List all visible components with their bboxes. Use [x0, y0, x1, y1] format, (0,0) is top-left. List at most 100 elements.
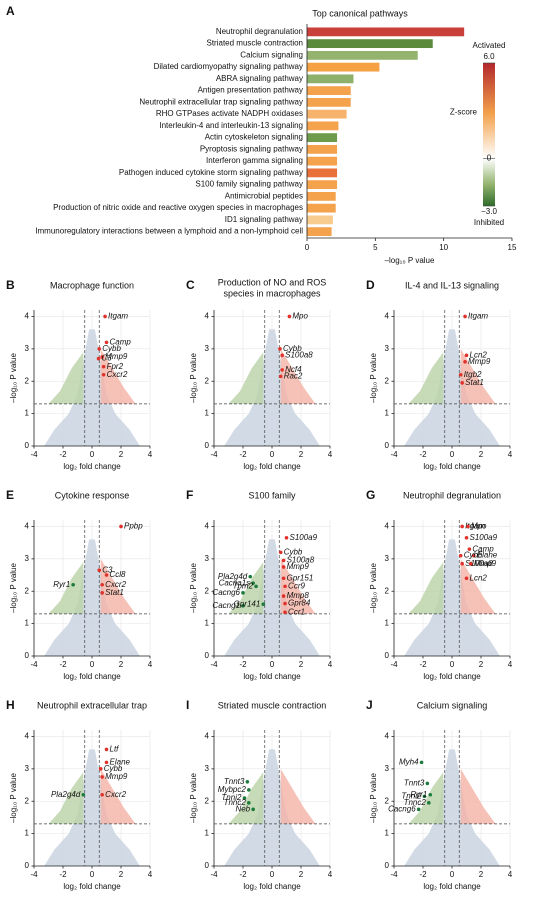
gene-label: Tnni2 [221, 793, 242, 802]
category-label: Interleukin-4 and interleukin-13 signali… [159, 121, 303, 130]
y-tick-label: 3 [25, 344, 30, 353]
bar [307, 121, 339, 131]
y-tick-label: 4 [25, 312, 30, 321]
x-tick-label: 0 [450, 660, 455, 669]
y-tick-label: 0 [25, 861, 30, 870]
y-tick-label: 1 [205, 619, 210, 628]
gene-point [281, 558, 286, 563]
panel-label: J [366, 698, 373, 712]
x-tick-label: 2 [299, 450, 304, 459]
gene-point [119, 524, 123, 529]
gene-label: Mmp8 [287, 591, 310, 600]
gene-point [278, 347, 282, 351]
gene-point [458, 372, 463, 377]
bar [307, 203, 336, 213]
gene-point [428, 792, 433, 797]
x-tick-label: -2 [239, 450, 247, 459]
gene-point [287, 314, 292, 319]
gene-point [248, 574, 253, 579]
gene-point [242, 796, 247, 800]
gene-label: Cxcr2 [105, 580, 126, 589]
x-tick-label: 0 [450, 870, 455, 879]
y-tick-label: 3 [205, 344, 210, 353]
gene-label: Pla2g4d [51, 790, 81, 799]
bar [307, 97, 351, 107]
bar [307, 27, 465, 37]
bar [307, 62, 380, 72]
x-tick-label: 4 [148, 660, 153, 669]
x-tick-label: -4 [210, 660, 218, 669]
gene-label: Camp [110, 337, 132, 346]
point-cloud [224, 749, 320, 866]
category-label: Pathogen induced cytokine storm signalin… [119, 168, 303, 177]
panel-label: C [186, 278, 195, 292]
colorbar-title: Z-score [450, 108, 478, 117]
x-tick-label: -4 [210, 450, 218, 459]
gene-label: Mmp9 [287, 562, 310, 571]
y-tick-label: 2 [25, 796, 30, 805]
gene-label: Ncf4 [285, 365, 302, 374]
y-tick-label: 1 [205, 829, 210, 838]
gene-point [245, 780, 250, 784]
gene-point [281, 594, 286, 598]
y-tick-label: 0 [385, 861, 390, 870]
gene-label: Elane [110, 757, 131, 766]
down-cloud [408, 562, 444, 614]
y-axis-label: –log₁₀ P value [189, 772, 198, 822]
y-tick-label: 2 [25, 586, 30, 595]
gene-point [283, 601, 287, 606]
point-cloud [224, 329, 320, 446]
gene-point [100, 775, 104, 779]
colorbar-tick-label: 0 [487, 153, 492, 162]
x-tick-label: 2 [119, 660, 124, 669]
bar [307, 215, 333, 225]
bar [307, 144, 338, 154]
x-tick-label: 2 [479, 450, 484, 459]
gene-label: Tnnc2 [224, 798, 247, 807]
gene-point [278, 550, 283, 555]
x-tick-label: -4 [210, 870, 218, 879]
x-tick-label: 15 [508, 243, 517, 252]
gene-label: Tpm2 [233, 581, 254, 590]
panel-label: H [6, 698, 15, 712]
gene-point [280, 353, 284, 358]
category-label: Dilated cardiomyopathy signaling pathway [154, 62, 303, 71]
colorbar-tick-label: 6.0 [483, 52, 495, 61]
y-tick-label: 2 [385, 376, 390, 385]
x-tick-label: 0 [90, 660, 95, 669]
gene-label: Mmp9 [468, 357, 491, 366]
gene-point [464, 576, 469, 581]
gene-label: C3 [102, 565, 113, 574]
category-label: S100 family signaling pathway [195, 180, 303, 189]
x-tick-label: -2 [59, 660, 67, 669]
down-cloud [48, 562, 84, 614]
x-tick-label: 0 [270, 660, 275, 669]
bar [307, 191, 336, 201]
up-cloud [280, 348, 316, 404]
chart-title: species in macrophages [223, 288, 321, 298]
category-label: Actin cytoskeleton signaling [205, 133, 303, 142]
y-tick-label: 1 [385, 619, 390, 628]
x-tick-label: -2 [239, 870, 247, 879]
y-tick-label: 2 [205, 796, 210, 805]
point-cloud [404, 749, 500, 866]
x-tick-label: 0 [305, 243, 310, 252]
category-label: Interferon gamma signaling [206, 156, 303, 165]
x-tick-label: -4 [30, 450, 38, 459]
y-tick-label: 0 [205, 651, 210, 660]
gene-point [100, 582, 104, 587]
gene-point [471, 553, 476, 558]
x-tick-label: -2 [419, 450, 427, 459]
bar [307, 156, 338, 166]
chart-title: IL-4 and IL-13 signaling [405, 280, 499, 290]
chart-title: Top canonical pathways [312, 8, 408, 18]
up-cloud [100, 768, 136, 824]
gene-label: S100a9 [470, 533, 498, 542]
gene-point [463, 360, 467, 364]
gene-point [422, 794, 427, 799]
category-label: Calcium signaling [240, 50, 303, 59]
bar [307, 109, 347, 119]
colorbar-bottom-label: Inhibited [474, 218, 504, 227]
x-axis-label: log₂ fold change [243, 672, 301, 681]
